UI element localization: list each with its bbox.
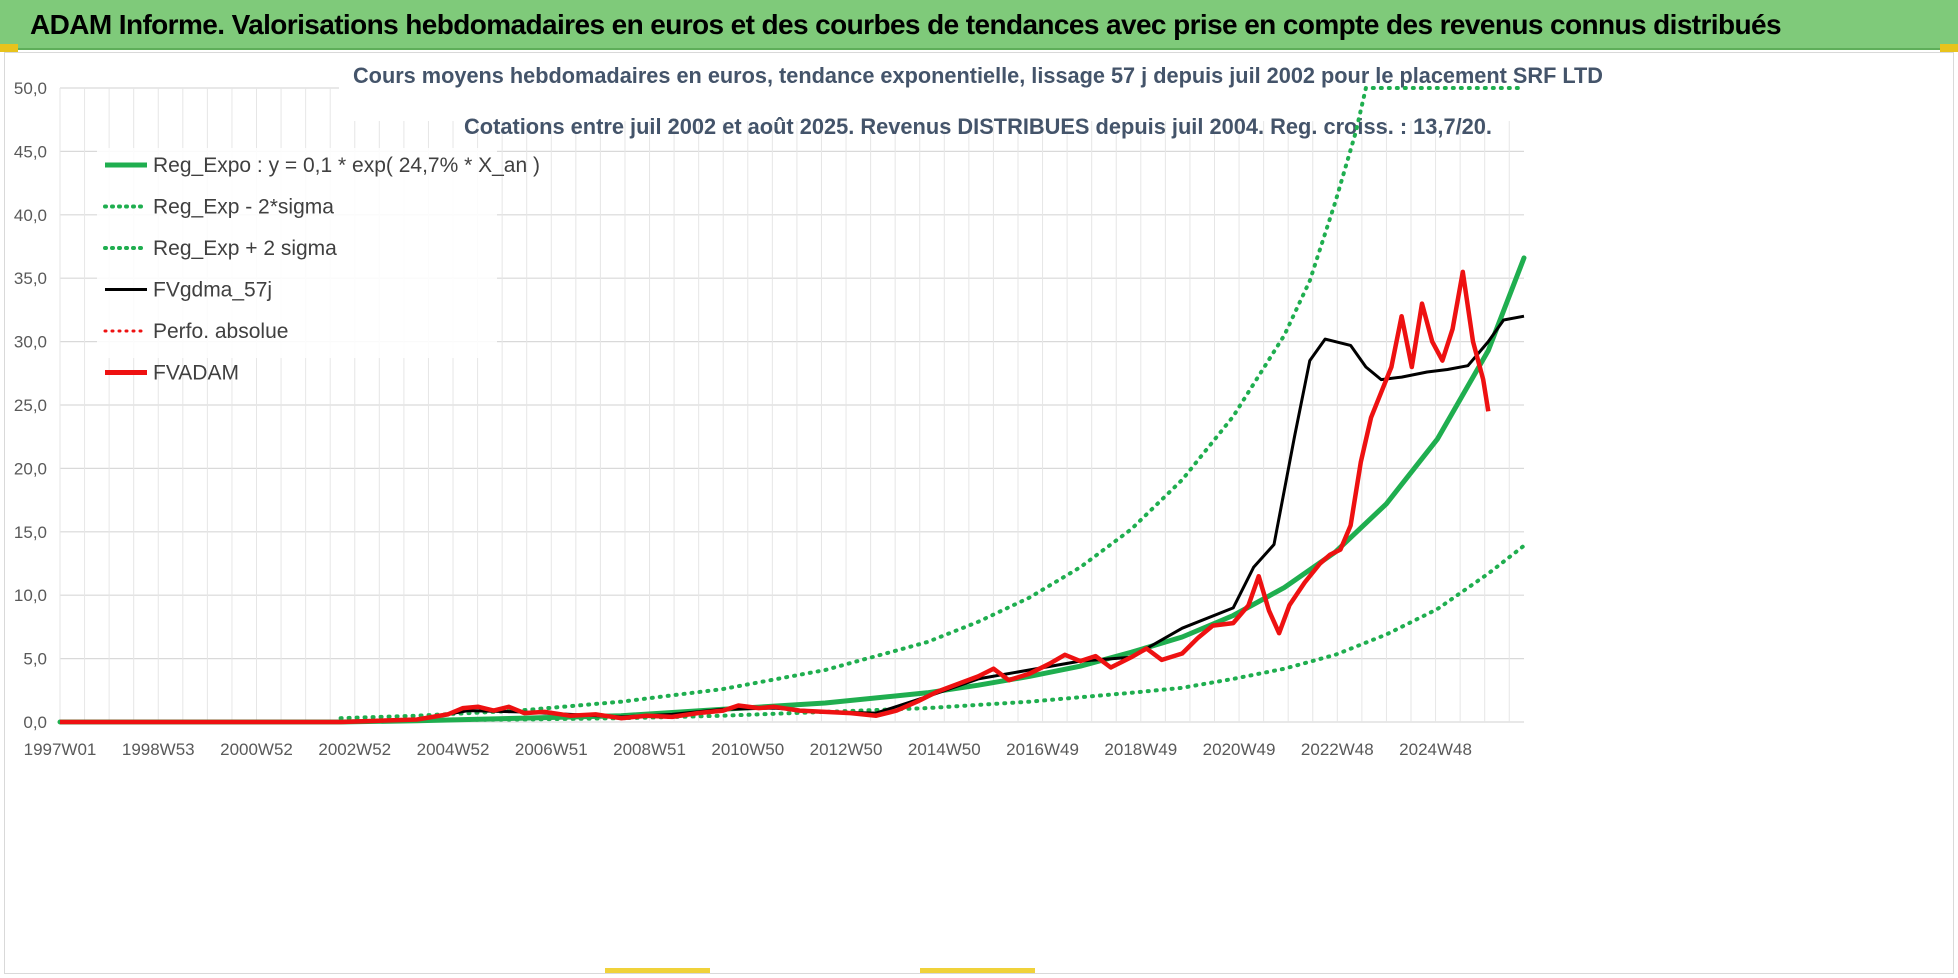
x-tick-label: 2000W52 bbox=[220, 740, 293, 759]
chart-area: 0,0 5,0 10,0 15,0 20,0 25,0 30,0 35,0 40,0 45,0 50… bbox=[4, 52, 1954, 974]
x-tick-label: 2014W50 bbox=[908, 740, 981, 759]
legend-label: FVADAM bbox=[153, 362, 239, 385]
y-tick-label: 15,0 bbox=[14, 523, 47, 542]
chart: 0,0 5,0 10,0 15,0 20,0 25,0 30,0 35,0 40,0 45,0 50… bbox=[14, 63, 1617, 759]
y-tick-label: 25,0 bbox=[14, 396, 47, 415]
y-tick-label: 45,0 bbox=[14, 142, 47, 161]
header-corner-accent-right bbox=[1940, 44, 1958, 52]
legend-label: Reg_Expo : y = 0,1 * exp( 24,7% * X_an ) bbox=[153, 154, 540, 177]
y-tick-label: 40,0 bbox=[14, 206, 47, 225]
x-tick-label: 2008W51 bbox=[613, 740, 686, 759]
legend-box bbox=[97, 148, 497, 358]
bottom-accent-mark bbox=[605, 968, 710, 973]
series-line bbox=[338, 543, 1526, 723]
x-tick-label: 2022W48 bbox=[1301, 740, 1374, 759]
legend-label: FVgdma_57j bbox=[153, 279, 272, 302]
x-tick-label: 2002W52 bbox=[318, 740, 391, 759]
x-tick-label: 2006W51 bbox=[515, 740, 588, 759]
series-line bbox=[338, 86, 1526, 721]
y-tick-label: 10,0 bbox=[14, 586, 47, 605]
series-line bbox=[57, 255, 1527, 725]
y-tick-label: 0,0 bbox=[23, 713, 47, 732]
chart-title-backing bbox=[339, 63, 1617, 121]
page-header: ADAM Informe. Valorisations hebdomadaire… bbox=[0, 0, 1958, 50]
bottom-accent-mark bbox=[920, 968, 1035, 973]
x-tick-label: 2012W50 bbox=[810, 740, 883, 759]
x-tick-label: 2018W49 bbox=[1104, 740, 1177, 759]
x-tick-label: 2020W49 bbox=[1203, 740, 1276, 759]
x-tick-label: 1997W01 bbox=[24, 740, 97, 759]
legend-label: Perfo. absolue bbox=[153, 320, 288, 343]
x-tick-label: 2024W48 bbox=[1399, 740, 1472, 759]
legend-label: Reg_Exp + 2 sigma bbox=[153, 237, 337, 260]
page-title: ADAM Informe. Valorisations hebdomadaire… bbox=[30, 9, 1782, 40]
series-line bbox=[60, 269, 1491, 725]
series-line bbox=[60, 314, 1525, 724]
chart-title-line-1: Cours moyens hebdomadaires en euros, ten… bbox=[353, 63, 1603, 88]
x-tick-label: 2016W49 bbox=[1006, 740, 1079, 759]
x-tick-label: 2004W52 bbox=[417, 740, 490, 759]
header-corner-accent-left bbox=[0, 44, 18, 52]
legend-label: Reg_Exp - 2*sigma bbox=[153, 196, 334, 219]
y-tick-label: 35,0 bbox=[14, 269, 47, 288]
chart-title-line-2: Cotations entre juil 2002 et août 2025. … bbox=[464, 114, 1492, 139]
y-tick-label: 20,0 bbox=[14, 459, 47, 478]
x-tick-label: 1998W53 bbox=[122, 740, 195, 759]
y-tick-label: 5,0 bbox=[23, 650, 47, 669]
y-tick-label: 30,0 bbox=[14, 333, 47, 352]
x-tick-label: 2010W50 bbox=[711, 740, 784, 759]
y-tick-label: 50,0 bbox=[14, 79, 47, 98]
